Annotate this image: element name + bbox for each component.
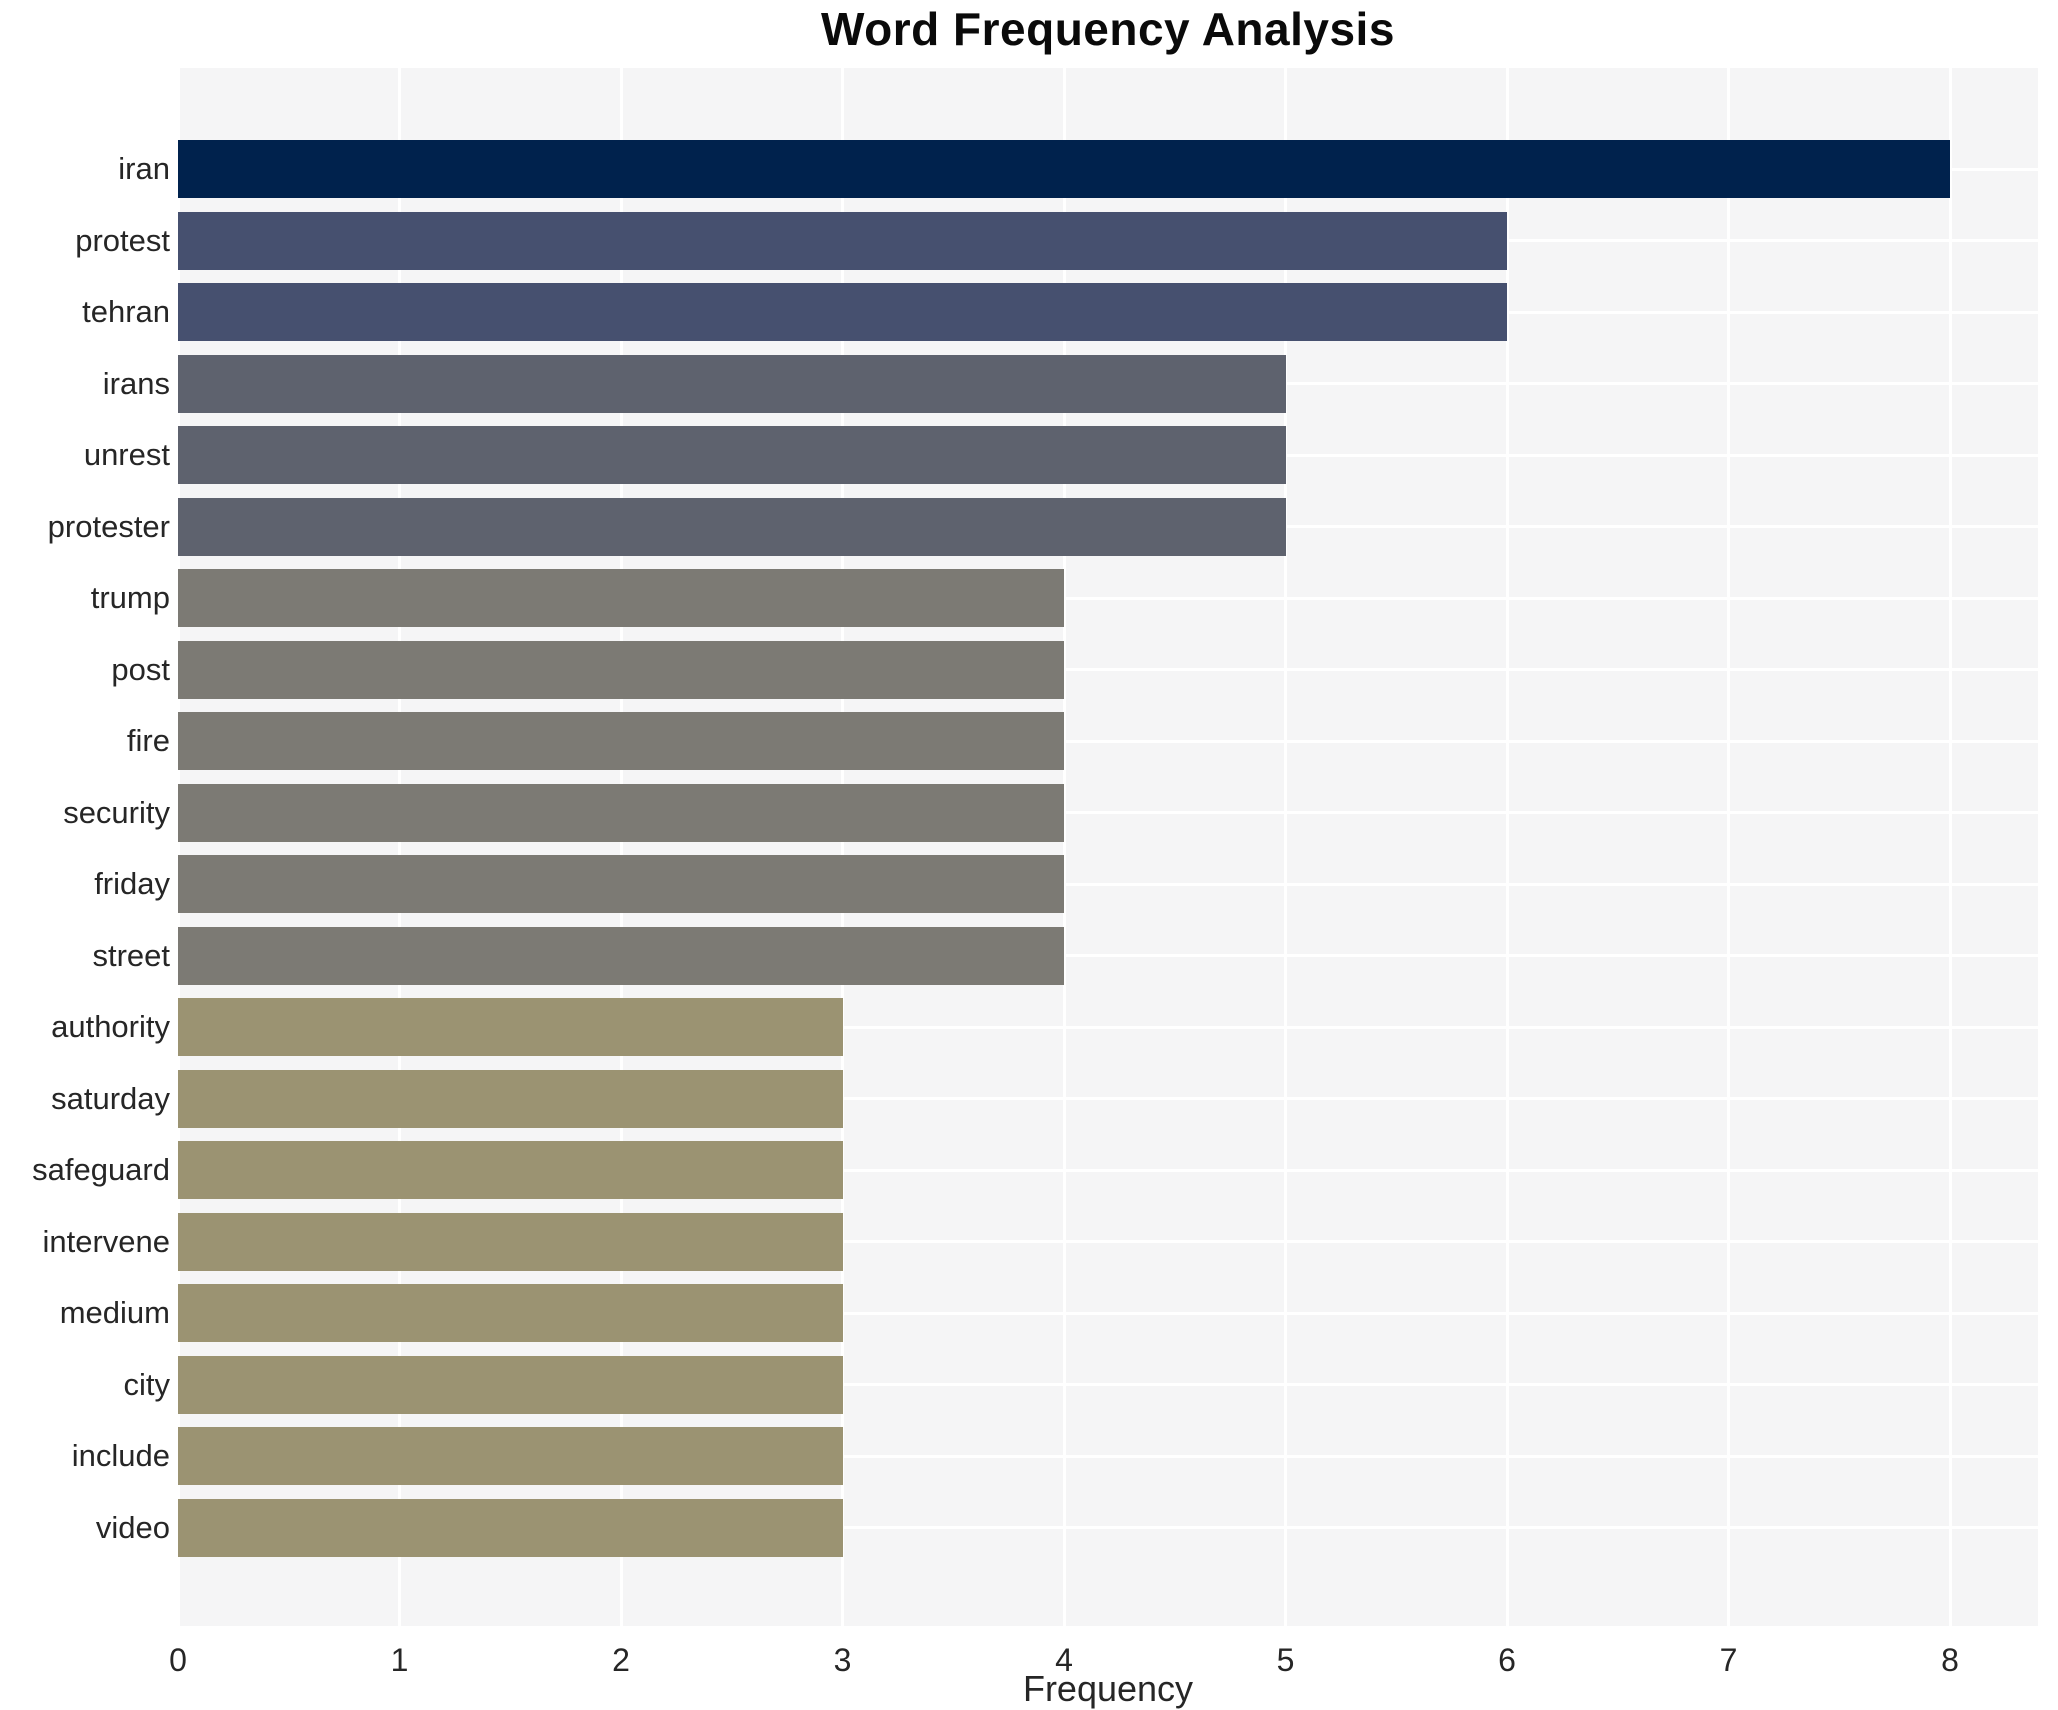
bar-fire (178, 712, 1064, 770)
x-tick-label-0: 0 (169, 1642, 187, 1678)
bar-irans (178, 354, 1286, 413)
horizontal-gridline-saturday (178, 1097, 2038, 1100)
horizontal-gridline-include (178, 1454, 2038, 1458)
bar-medium (178, 1284, 843, 1342)
x-tick-label-7: 7 (1719, 1642, 1738, 1678)
horizontal-gridline-trump (178, 596, 2038, 600)
vertical-gridline-3 (841, 68, 844, 1626)
y-label-safeguard: safeguard (32, 1152, 170, 1187)
y-label-post: post (111, 651, 170, 687)
bar-tehran (178, 283, 1507, 341)
bar-protester (178, 497, 1286, 556)
y-label-unrest: unrest (83, 437, 170, 472)
bar-iran (178, 140, 1950, 198)
x-tick-label-8: 8 (1941, 1642, 1959, 1678)
vertical-gridline-1 (398, 68, 401, 1626)
bar-friday (178, 855, 1064, 913)
y-label-intervene: intervene (42, 1223, 170, 1259)
bar-unrest (178, 426, 1286, 484)
y-label-iran: iran (118, 151, 170, 186)
y-label-fire: fire (126, 723, 170, 758)
horizontal-gridline-medium (178, 1311, 2038, 1315)
horizontal-gridline-fire (178, 739, 2038, 743)
horizontal-gridline-friday (178, 882, 2038, 886)
horizontal-gridline-security (178, 811, 2038, 814)
y-label-city: city (123, 1366, 171, 1402)
y-label-medium: medium (59, 1295, 170, 1330)
bar-city (178, 1355, 843, 1414)
bar-post (178, 640, 1064, 699)
vertical-gridline-4 (1062, 68, 1066, 1626)
x-tick-label-5: 5 (1276, 1642, 1295, 1678)
y-label-friday: friday (94, 866, 170, 901)
bar-protest (178, 211, 1507, 270)
bar-intervene (178, 1212, 843, 1271)
bar-security (178, 783, 1064, 842)
bar-saturday (178, 1069, 843, 1128)
y-label-saturday: saturday (51, 1080, 170, 1116)
y-label-protest: protest (75, 222, 170, 258)
y-label-street: street (92, 937, 170, 973)
horizontal-gridline-video (178, 1526, 2038, 1529)
y-label-authority: authority (51, 1009, 170, 1044)
horizontal-gridline-post (178, 668, 2038, 671)
bar-street (178, 926, 1064, 985)
x-axis-label: Frequency (1022, 1668, 1194, 1709)
horizontal-gridline-city (178, 1383, 2038, 1386)
bar-include (178, 1427, 843, 1485)
vertical-gridline-0 (176, 68, 180, 1626)
horizontal-gridline-intervene (178, 1240, 2038, 1243)
x-tick-label-3: 3 (833, 1642, 852, 1678)
horizontal-gridline-authority (178, 1025, 2038, 1029)
y-label-tehran: tehran (82, 294, 170, 329)
y-label-protester: protester (47, 508, 170, 544)
horizontal-gridline-safeguard (178, 1168, 2038, 1172)
y-label-video: video (95, 1509, 170, 1545)
bar-trump (178, 569, 1064, 627)
horizontal-gridline-street (178, 954, 2038, 957)
x-tick-label-6: 6 (1498, 1642, 1516, 1678)
x-tick-label-4: 4 (1055, 1642, 1073, 1678)
bar-safeguard (178, 1141, 843, 1199)
y-label-security: security (63, 794, 170, 830)
chart-title: Word Frequency Analysis (821, 3, 1395, 55)
vertical-gridline-2 (619, 68, 623, 1626)
vertical-gridline-5 (1284, 68, 1287, 1626)
y-label-include: include (71, 1438, 170, 1473)
y-label-trump: trump (90, 580, 170, 615)
bar-video (178, 1498, 843, 1557)
bar-authority (178, 998, 843, 1056)
x-tick-label-1: 1 (390, 1642, 409, 1678)
y-label-irans: irans (102, 365, 170, 401)
vertical-gridline-6 (1505, 68, 1509, 1626)
vertical-gridline-7 (1727, 68, 1730, 1626)
vertical-gridline-8 (1948, 68, 1952, 1626)
x-tick-label-2: 2 (612, 1642, 630, 1678)
